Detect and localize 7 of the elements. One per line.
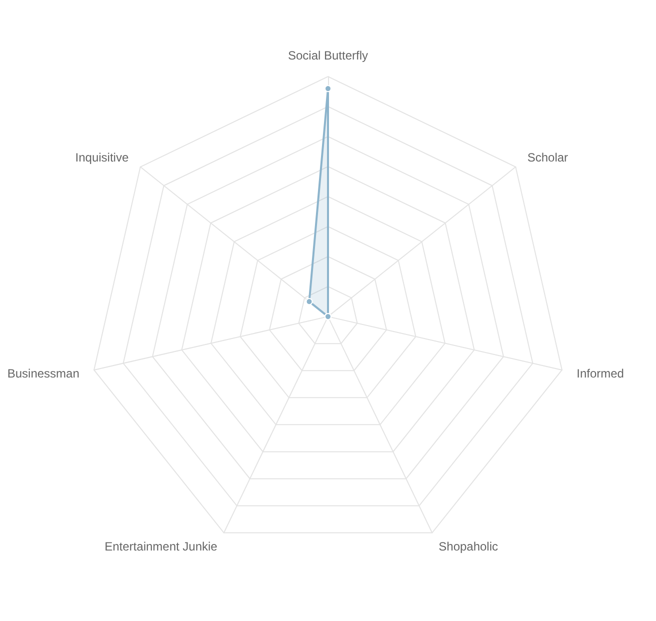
spoke-label: Shopaholic bbox=[438, 539, 498, 554]
spoke-label: Social Butterfly bbox=[288, 48, 368, 63]
spoke-label: Inquisitive bbox=[75, 150, 129, 165]
spoke-label: Scholar bbox=[527, 150, 568, 165]
spoke-label: Entertainment Junkie bbox=[104, 539, 218, 554]
spoke-label: Businessman bbox=[7, 366, 80, 380]
spoke-label: Informed bbox=[576, 366, 624, 380]
